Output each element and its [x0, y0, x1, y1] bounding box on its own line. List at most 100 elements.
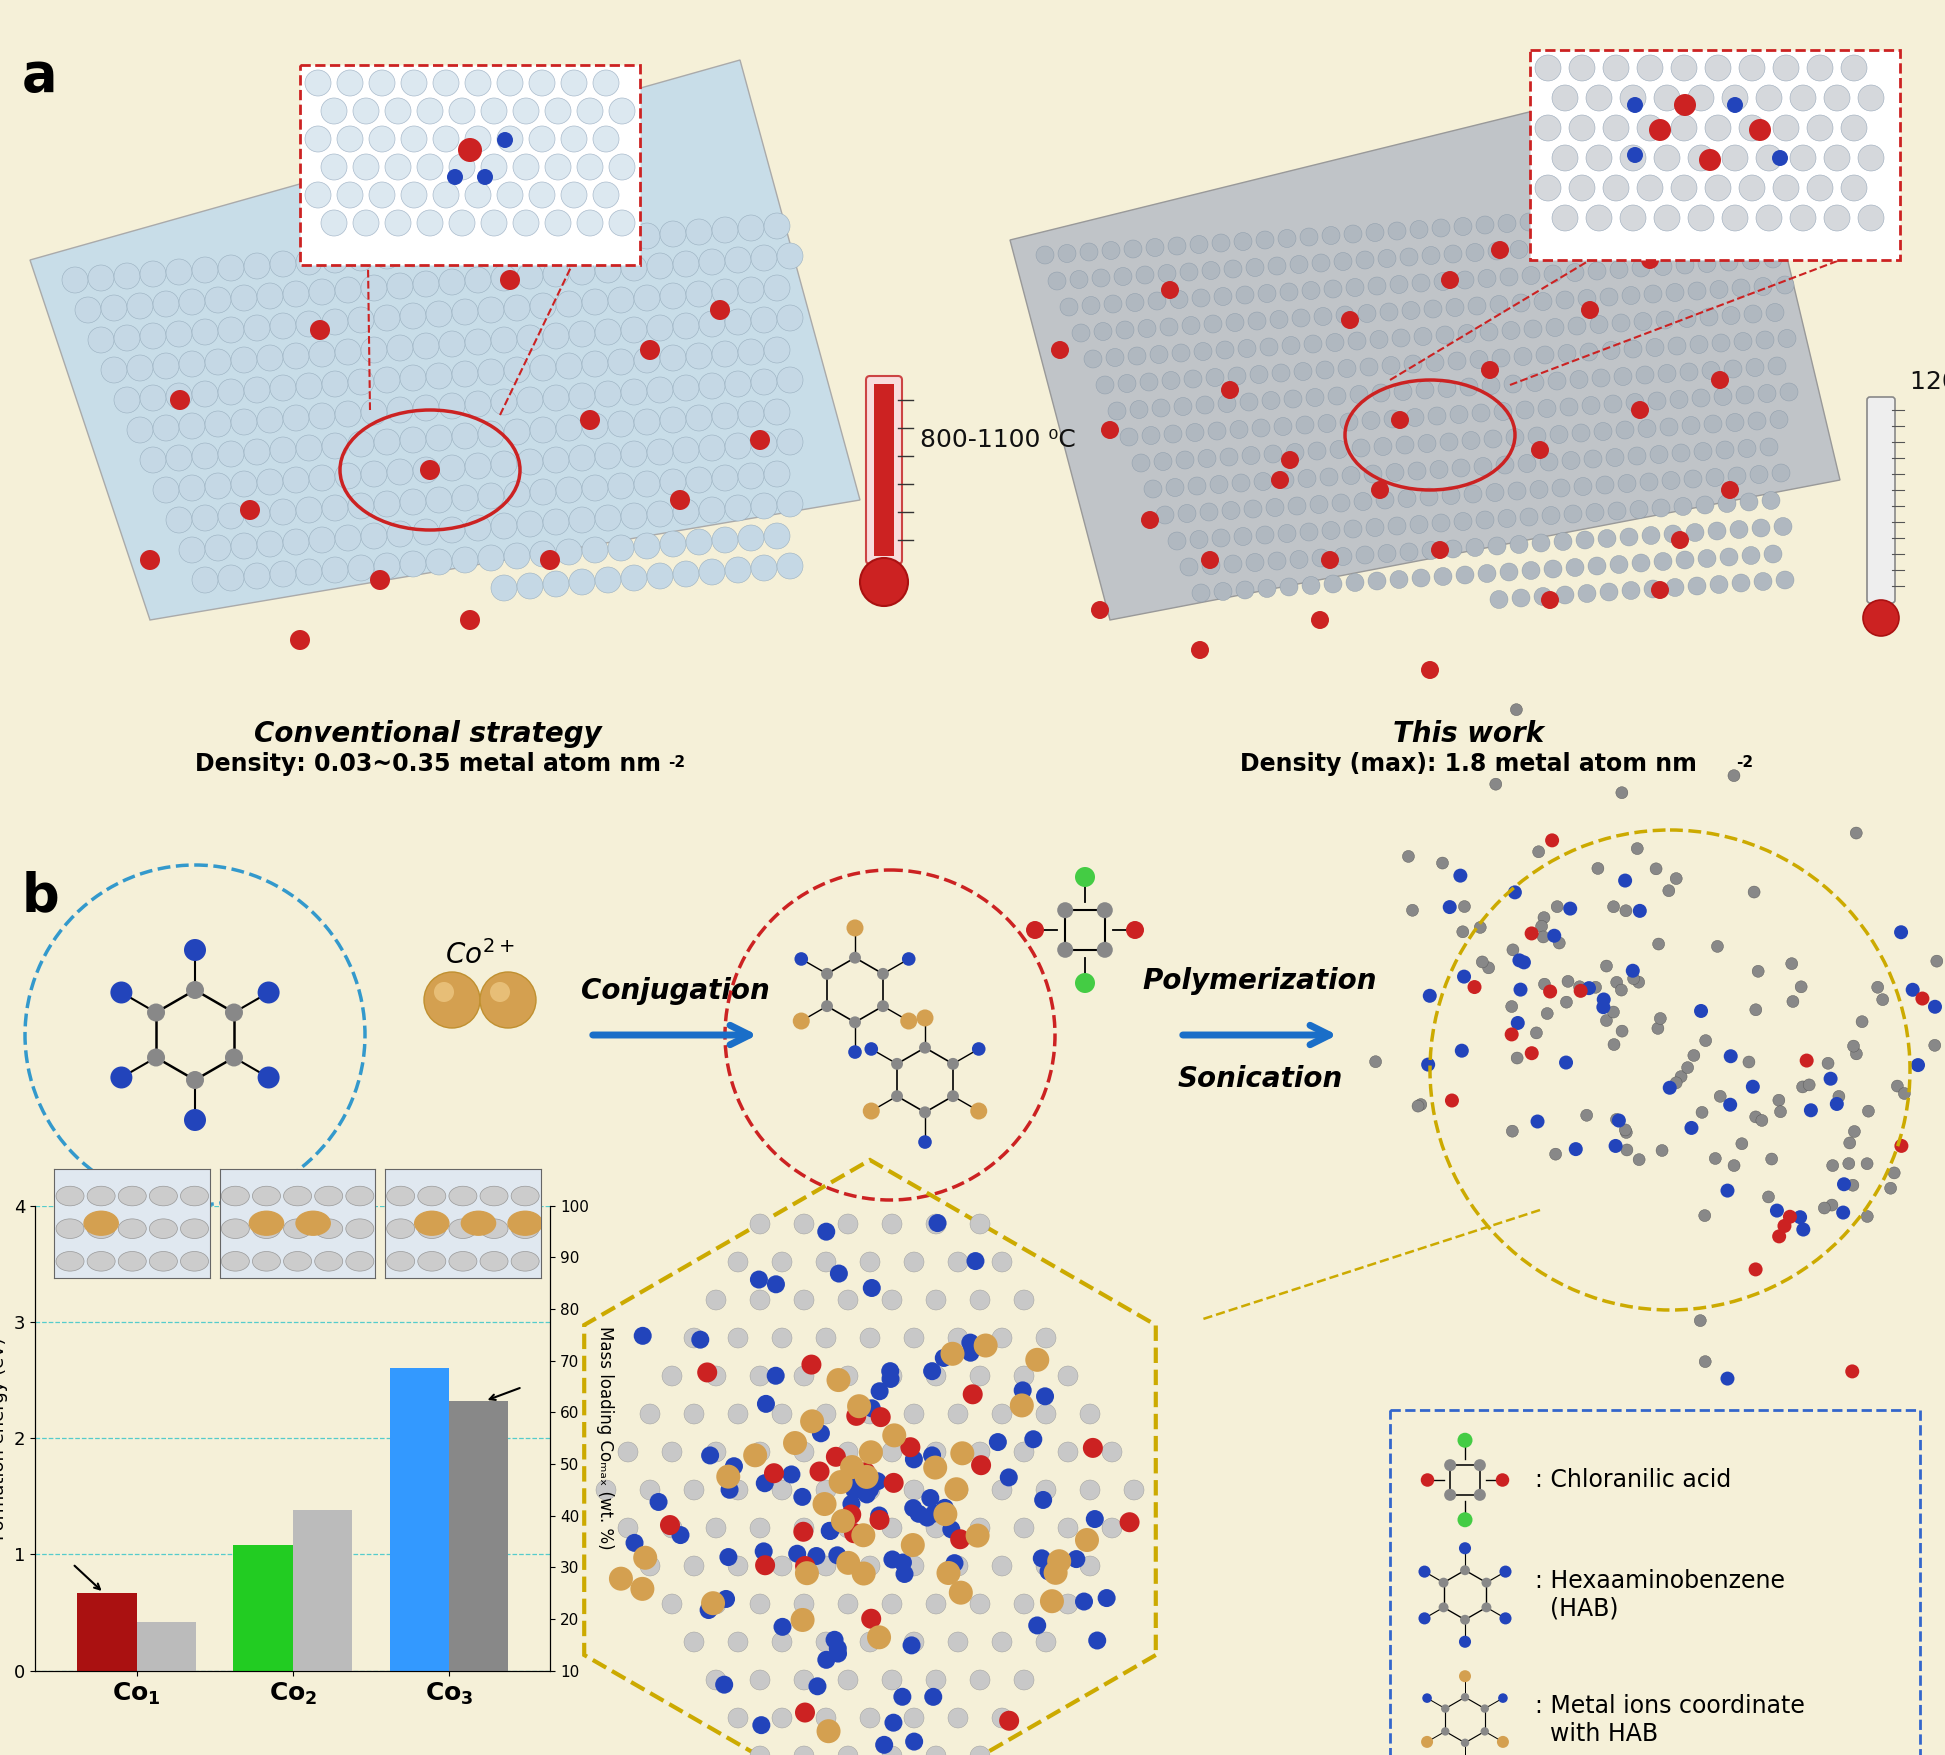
Circle shape — [1558, 344, 1575, 363]
Text: Density: 0.03~0.35 metal atom nm: Density: 0.03~0.35 metal atom nm — [194, 751, 661, 776]
Circle shape — [772, 1557, 792, 1576]
Circle shape — [387, 521, 412, 548]
Circle shape — [387, 397, 412, 423]
Circle shape — [751, 1214, 770, 1234]
Circle shape — [336, 183, 364, 209]
Circle shape — [1673, 444, 1690, 462]
Circle shape — [1500, 269, 1517, 286]
Circle shape — [1467, 539, 1484, 556]
Circle shape — [799, 1409, 825, 1434]
Circle shape — [418, 1220, 445, 1239]
Circle shape — [1081, 297, 1101, 314]
Circle shape — [757, 1474, 774, 1492]
Circle shape — [440, 518, 465, 542]
Circle shape — [1268, 553, 1286, 570]
Circle shape — [619, 1518, 638, 1537]
Circle shape — [1694, 442, 1712, 460]
Circle shape — [1457, 567, 1474, 584]
Circle shape — [401, 551, 426, 577]
Circle shape — [634, 347, 659, 374]
Circle shape — [1369, 330, 1389, 349]
Circle shape — [373, 305, 401, 332]
Circle shape — [1478, 270, 1496, 288]
Circle shape — [1013, 1518, 1035, 1537]
Circle shape — [609, 98, 634, 125]
Circle shape — [1653, 84, 1680, 111]
Circle shape — [88, 326, 115, 353]
Circle shape — [1144, 481, 1161, 498]
Circle shape — [1330, 441, 1348, 458]
Circle shape — [352, 154, 379, 181]
Circle shape — [323, 495, 348, 521]
Circle shape — [1593, 369, 1610, 388]
Circle shape — [508, 1211, 543, 1236]
Circle shape — [971, 1365, 990, 1386]
Circle shape — [451, 484, 478, 511]
Circle shape — [1708, 226, 1725, 246]
Circle shape — [1346, 279, 1363, 297]
Circle shape — [1675, 202, 1692, 221]
Circle shape — [1371, 384, 1391, 402]
Circle shape — [1093, 323, 1113, 340]
Circle shape — [270, 437, 296, 463]
Circle shape — [1644, 579, 1661, 598]
Circle shape — [1927, 1000, 1941, 1014]
Circle shape — [1422, 662, 1439, 679]
Circle shape — [1729, 225, 1749, 244]
Circle shape — [1435, 326, 1455, 344]
Circle shape — [659, 221, 687, 247]
Circle shape — [270, 562, 296, 586]
Circle shape — [1632, 400, 1649, 419]
Circle shape — [869, 1472, 887, 1490]
Circle shape — [1686, 228, 1704, 246]
Circle shape — [1212, 233, 1229, 253]
Circle shape — [1439, 1578, 1449, 1588]
Circle shape — [755, 1555, 776, 1576]
Circle shape — [869, 1509, 889, 1530]
Circle shape — [881, 1518, 902, 1537]
Circle shape — [593, 70, 619, 97]
Circle shape — [1706, 176, 1731, 202]
Circle shape — [1284, 390, 1301, 407]
Circle shape — [725, 495, 751, 521]
Circle shape — [1221, 381, 1239, 398]
Circle shape — [1050, 340, 1070, 360]
Circle shape — [1696, 1106, 1708, 1118]
Circle shape — [1583, 449, 1603, 469]
Circle shape — [126, 418, 154, 442]
Circle shape — [776, 242, 803, 269]
Circle shape — [1581, 397, 1601, 414]
Text: Conventional strategy: Conventional strategy — [255, 720, 601, 748]
Circle shape — [1842, 54, 1867, 81]
Circle shape — [1509, 535, 1529, 553]
Circle shape — [1729, 521, 1749, 539]
Circle shape — [860, 1557, 879, 1576]
Circle shape — [706, 1671, 725, 1690]
Circle shape — [1220, 448, 1239, 467]
Circle shape — [1258, 579, 1276, 597]
Circle shape — [1044, 1560, 1068, 1585]
Circle shape — [179, 412, 204, 439]
Circle shape — [305, 183, 331, 209]
Circle shape — [1463, 432, 1480, 449]
Circle shape — [881, 1594, 902, 1615]
Circle shape — [1632, 260, 1649, 277]
Circle shape — [1649, 446, 1669, 463]
Circle shape — [1714, 1090, 1727, 1102]
Circle shape — [115, 388, 140, 412]
Circle shape — [854, 1465, 879, 1488]
Circle shape — [1502, 321, 1519, 339]
Circle shape — [1126, 921, 1144, 939]
Circle shape — [720, 1481, 739, 1499]
Circle shape — [1336, 305, 1354, 325]
Circle shape — [1700, 149, 1721, 170]
Circle shape — [751, 1290, 770, 1309]
Circle shape — [498, 70, 523, 97]
Circle shape — [904, 1708, 924, 1729]
Circle shape — [1772, 149, 1787, 167]
Circle shape — [1776, 276, 1793, 295]
Circle shape — [490, 451, 517, 477]
Circle shape — [1743, 546, 1760, 565]
Circle shape — [673, 562, 698, 586]
Circle shape — [634, 284, 659, 311]
